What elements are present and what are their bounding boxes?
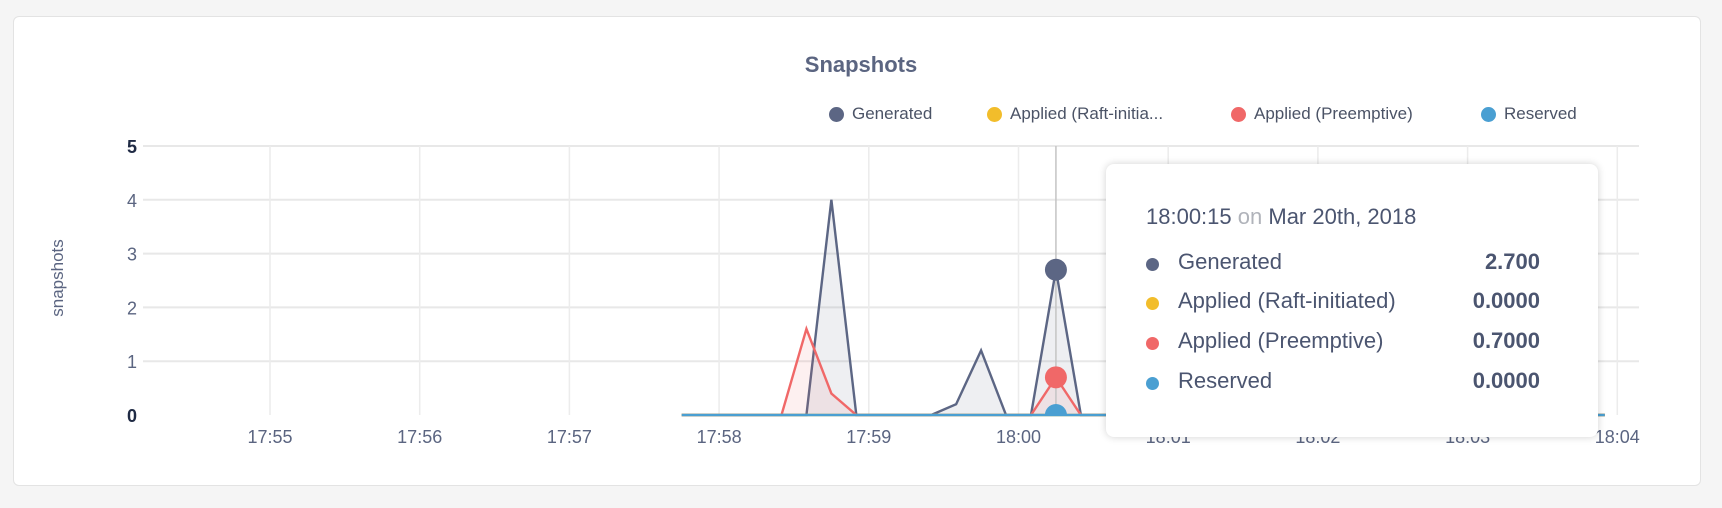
x-tick-label: 18:04: [1595, 427, 1640, 447]
series-dot-icon: [1146, 377, 1159, 390]
y-tick-label: 0: [127, 406, 137, 426]
tooltip-date: Mar 20th, 2018: [1268, 204, 1417, 229]
legend-label: Generated: [852, 104, 933, 123]
x-tick-label: 17:57: [547, 427, 592, 447]
tooltip-row-generated: Generated 2.700: [1146, 249, 1540, 279]
x-tick-label: 18:00: [996, 427, 1041, 447]
tooltip-value: 0.0000: [1472, 368, 1540, 393]
tooltip-header: 18:00:15 on Mar 20th, 2018: [1146, 204, 1416, 230]
legend-label: Applied (Raft-initia...: [1010, 104, 1164, 123]
legend-label: Applied (Preemptive): [1254, 104, 1413, 123]
tooltip-time: 18:00:15: [1146, 204, 1232, 229]
tooltip-row-reserved: Reserved 0.0000: [1146, 368, 1540, 398]
legend-label: Reserved: [1504, 104, 1577, 123]
tooltip-label: Applied (Preemptive): [1178, 328, 1384, 353]
x-tick-label: 17:59: [846, 427, 891, 447]
legend-item-applied-preemptive[interactable]: Applied (Preemptive): [1231, 104, 1413, 124]
tooltip-on: on: [1237, 204, 1263, 229]
hover-marker: [1044, 366, 1067, 389]
legend-dot-icon: [987, 106, 1002, 122]
y-tick-label: 2: [127, 298, 137, 318]
y-tick-label: 1: [127, 352, 137, 372]
tooltip-value: 2.700: [1484, 249, 1540, 274]
hover-marker: [1044, 258, 1067, 281]
y-tick-label: 5: [127, 137, 137, 157]
chart-title: Snapshots: [804, 52, 918, 77]
legend-item-applied-raft[interactable]: Applied (Raft-initia...: [987, 104, 1163, 124]
x-tick-label: 17:58: [697, 427, 742, 447]
series-dot-icon: [1146, 258, 1159, 271]
tooltip-row-applied-preemptive: Applied (Preemptive) 0.7000: [1146, 328, 1540, 358]
legend-dot-icon: [1481, 106, 1496, 122]
y-tick-label: 4: [127, 191, 137, 211]
tooltip-label: Reserved: [1178, 368, 1273, 393]
series-dot-icon: [1146, 297, 1159, 310]
tooltip-value: 0.0000: [1472, 288, 1540, 313]
x-tick-label: 17:56: [397, 427, 442, 447]
tooltip-row-applied-raft: Applied (Raft-initiated) 0.0000: [1146, 288, 1540, 318]
tooltip-label: Generated: [1178, 249, 1282, 274]
hover-marker: [1044, 404, 1067, 416]
series-dot-icon: [1146, 337, 1159, 350]
tooltip-value: 0.7000: [1472, 328, 1540, 353]
x-tick-label: 17:55: [247, 427, 292, 447]
legend-item-reserved[interactable]: Reserved: [1481, 104, 1577, 124]
tooltip-label: Applied (Raft-initiated): [1178, 288, 1396, 313]
legend-dot-icon: [1231, 106, 1246, 122]
legend-item-generated[interactable]: Generated: [829, 104, 932, 124]
y-tick-label: 3: [127, 245, 137, 265]
hover-tooltip: 18:00:15 on Mar 20th, 2018 Generated 2.7…: [1106, 164, 1598, 437]
legend-dot-icon: [829, 106, 844, 122]
